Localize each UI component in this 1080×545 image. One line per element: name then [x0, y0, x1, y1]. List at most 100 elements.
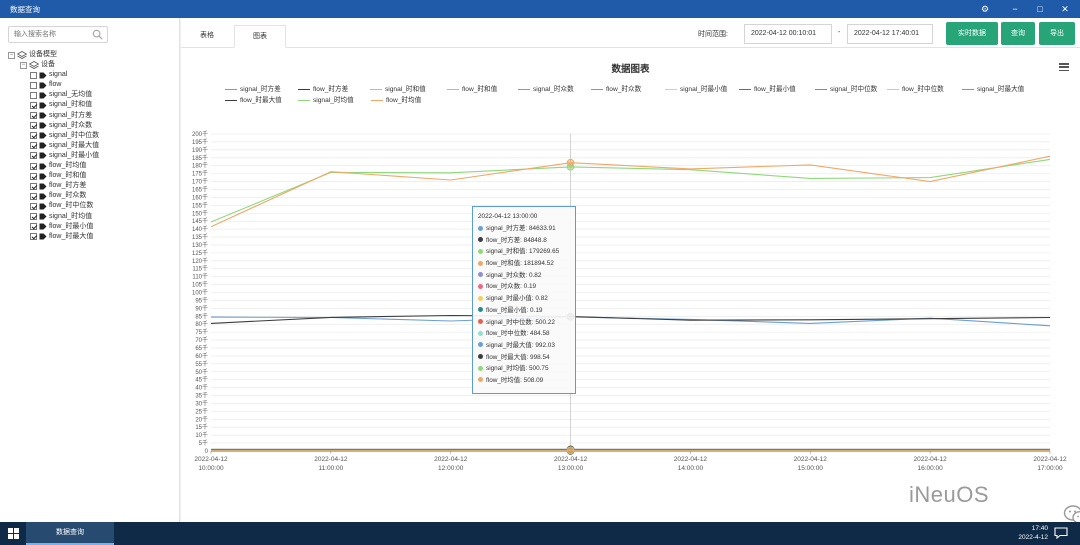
legend-item[interactable]: signal_时和值 — [370, 85, 426, 95]
legend-item[interactable]: signal_时中位数 — [815, 85, 877, 95]
tree-item-checkbox[interactable] — [30, 182, 37, 190]
menu-icon[interactable] — [1059, 63, 1069, 72]
tree-item[interactable]: flow_时方差 — [8, 181, 99, 191]
legend-item[interactable]: flow_时方差 — [298, 85, 348, 95]
tree-item[interactable]: flow_时中位数 — [8, 201, 99, 211]
tooltip-row: flow_时方差: 84848.8 — [478, 235, 570, 247]
end-time-input[interactable]: 2022-04-12 17:40:01 — [847, 24, 933, 44]
tree-item-checkbox[interactable] — [30, 192, 37, 200]
tree-item[interactable]: flow_时和值 — [8, 171, 99, 181]
notification-icon[interactable] — [1054, 527, 1068, 539]
tree-item-checkbox[interactable] — [30, 223, 37, 231]
tree-item-checkbox[interactable] — [30, 132, 37, 140]
tooltip-row: flow_时众数: 0.19 — [478, 281, 570, 293]
tree-item[interactable]: flow_时众数 — [8, 191, 99, 201]
search-input[interactable] — [14, 27, 94, 42]
tree-item-checkbox[interactable] — [30, 152, 37, 160]
legend-label: signal_时最小值 — [680, 86, 728, 93]
close-icon[interactable]: ✕ — [1061, 4, 1069, 14]
tree-item[interactable]: signal_时方差 — [8, 111, 99, 121]
tooltip-value: signal_时中位数: 500.22 — [486, 318, 555, 326]
collapse-icon[interactable]: − — [20, 61, 27, 69]
tooltip-row: signal_时最大值: 992.03 — [478, 340, 570, 352]
tree-item-checkbox[interactable] — [30, 71, 37, 79]
tree-item-checkbox[interactable] — [30, 142, 37, 150]
tree-item[interactable]: signal_时最小值 — [8, 151, 99, 161]
x-tick-label: 2022-04-12 — [794, 456, 828, 463]
series-dot — [478, 260, 483, 266]
tree-item[interactable]: signal_时最大值 — [8, 141, 99, 151]
legend-item[interactable]: signal_时最大值 — [962, 85, 1024, 95]
realtime-data-button[interactable]: 实时数据 — [946, 22, 998, 45]
tree-item[interactable]: flow_时均值 — [8, 161, 99, 171]
tree-item-checkbox[interactable] — [30, 233, 37, 241]
x-tick-label: 14:00:00 — [678, 465, 704, 472]
minimize-icon[interactable]: − — [1012, 4, 1018, 14]
tree-node-root[interactable]: − 设备模型 — [8, 50, 99, 60]
y-tick-label: 165千 — [192, 185, 208, 193]
search-icon[interactable] — [92, 29, 103, 40]
legend-item[interactable]: signal_时均值 — [298, 96, 354, 106]
tab-bar: 表格 图表 时间范围: 2022-04-12 00:10:01 - 2022-0… — [181, 18, 1080, 48]
legend-item[interactable]: signal_时众数 — [518, 85, 574, 95]
tree-item[interactable]: signal_时均值 — [8, 212, 99, 222]
tab-table[interactable]: 表格 — [200, 32, 214, 39]
tab-chart[interactable]: 图表 — [234, 25, 286, 48]
tree-item-checkbox[interactable] — [30, 213, 37, 221]
watermark-text: iNeuOS — [909, 482, 990, 507]
tree-item-label: flow_时最小值 — [49, 222, 94, 230]
tree-item[interactable]: flow_时最大值 — [8, 232, 99, 242]
tree-item-checkbox[interactable] — [30, 202, 37, 210]
legend-item[interactable]: flow_时众数 — [591, 85, 641, 95]
legend-item[interactable]: flow_时和值 — [447, 85, 497, 95]
legend-item[interactable]: signal_时方差 — [225, 85, 281, 95]
tree-item-checkbox[interactable] — [30, 172, 37, 180]
tree-item[interactable]: signal_时中位数 — [8, 131, 99, 141]
tag-icon — [39, 72, 47, 79]
legend-item[interactable]: signal_时最小值 — [665, 85, 727, 95]
tree-item[interactable]: flow_时最小值 — [8, 222, 99, 232]
legend-item[interactable]: flow_时最小值 — [739, 85, 796, 95]
tree-item[interactable]: signal — [8, 70, 99, 80]
legend-label: signal_时方差 — [240, 86, 281, 93]
legend-item[interactable]: flow_时均值 — [371, 96, 421, 106]
tree-item-checkbox[interactable] — [30, 122, 37, 130]
tree-item-label: flow_时众数 — [49, 192, 87, 200]
tree-item[interactable]: flow — [8, 80, 99, 90]
tree-item[interactable]: signal_时众数 — [8, 121, 99, 131]
tree-item-checkbox[interactable] — [30, 81, 37, 89]
maximize-icon[interactable]: □ — [1037, 4, 1043, 14]
x-tick-label: 2022-04-12 — [314, 456, 348, 463]
taskbar-app-item[interactable]: 数据查询 — [26, 522, 114, 545]
tree-item[interactable]: signal_无均值 — [8, 90, 99, 100]
y-tick-label: 175千 — [192, 170, 208, 178]
collapse-icon[interactable]: − — [8, 51, 15, 59]
series-dot — [478, 295, 483, 301]
legend-label: signal_时最大值 — [977, 86, 1025, 93]
series-dot — [478, 342, 483, 348]
tree-item-checkbox[interactable] — [30, 162, 37, 170]
tree-node-device[interactable]: − 设备 — [8, 60, 99, 70]
start-time-input[interactable]: 2022-04-12 00:10:01 — [744, 24, 832, 44]
export-button[interactable]: 导出 — [1039, 22, 1075, 45]
tree-item-checkbox[interactable] — [30, 112, 37, 120]
y-tick-label: 20千 — [195, 415, 208, 423]
legend-swatch — [665, 88, 677, 90]
y-tick-label: 120千 — [192, 257, 208, 265]
legend-item[interactable]: flow_时中位数 — [887, 85, 944, 95]
y-tick-label: 185千 — [192, 154, 208, 162]
tree-item-label: signal_时最小值 — [49, 151, 100, 159]
query-button[interactable]: 查询 — [1001, 22, 1035, 45]
series-dot — [478, 225, 483, 231]
legend-item[interactable]: flow_时最大值 — [225, 96, 282, 106]
tree-item-checkbox[interactable] — [30, 102, 37, 110]
tree-item-checkbox[interactable] — [30, 91, 37, 99]
tree-item[interactable]: signal_时和值 — [8, 100, 99, 110]
tree-item-label: flow_时方差 — [49, 182, 87, 190]
series-dot — [478, 377, 483, 383]
settings-icon[interactable]: ⚙ — [980, 4, 990, 14]
x-tick-label: 11:00:00 — [318, 465, 343, 472]
legend-swatch — [225, 99, 237, 101]
y-tick-label: 150千 — [192, 209, 208, 217]
windows-start-icon[interactable] — [8, 528, 19, 539]
